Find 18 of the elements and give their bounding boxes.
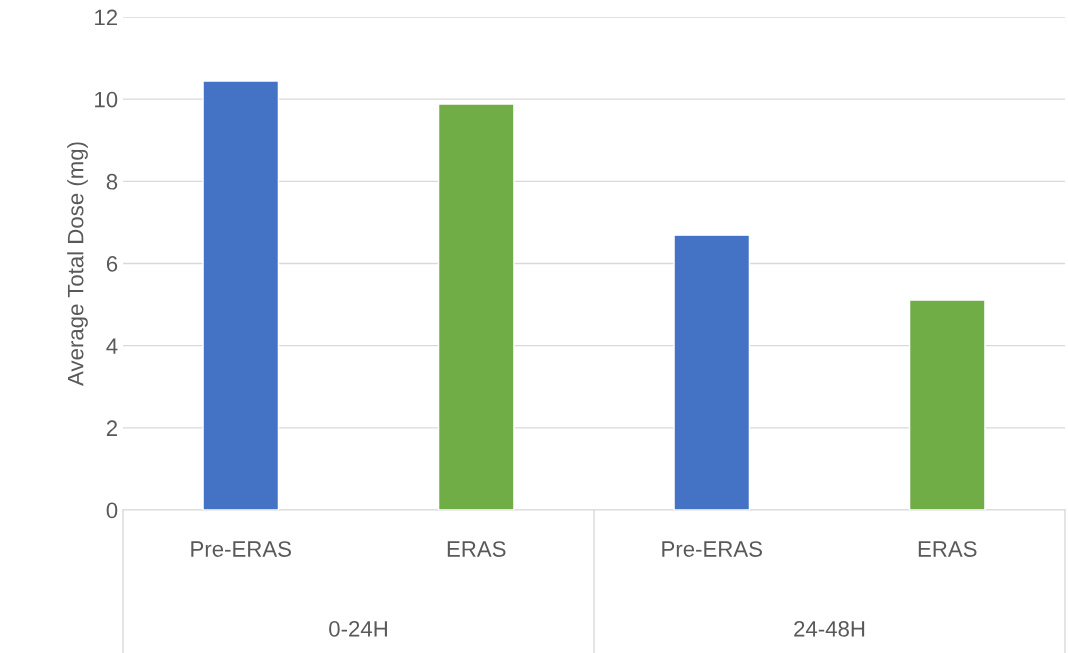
bar: [202, 80, 280, 510]
y-tick-label: 12: [95, 9, 118, 26]
x-tick-label: ERAS: [447, 541, 506, 557]
bar: [437, 103, 515, 510]
text: 0-24H: [329, 621, 387, 637]
y-tick-label: 8: [106, 173, 118, 190]
y-tick-label: 6: [106, 256, 118, 272]
x-tick-label: Pre-ERAS: [662, 541, 762, 557]
y-tick-label: 4: [106, 338, 118, 354]
bar: [673, 234, 751, 510]
bar: [908, 299, 986, 510]
y-axis-title: Average Total Dose (mg): [67, 142, 88, 386]
x-tick-label: ERAS: [918, 541, 977, 557]
x-tick-label: Pre-ERAS: [191, 541, 291, 557]
y-tick-label: 2: [106, 420, 118, 436]
text: 24-48H: [794, 621, 865, 637]
y-tick-label: 0: [106, 502, 118, 519]
y-tick-label: 10: [95, 91, 118, 108]
